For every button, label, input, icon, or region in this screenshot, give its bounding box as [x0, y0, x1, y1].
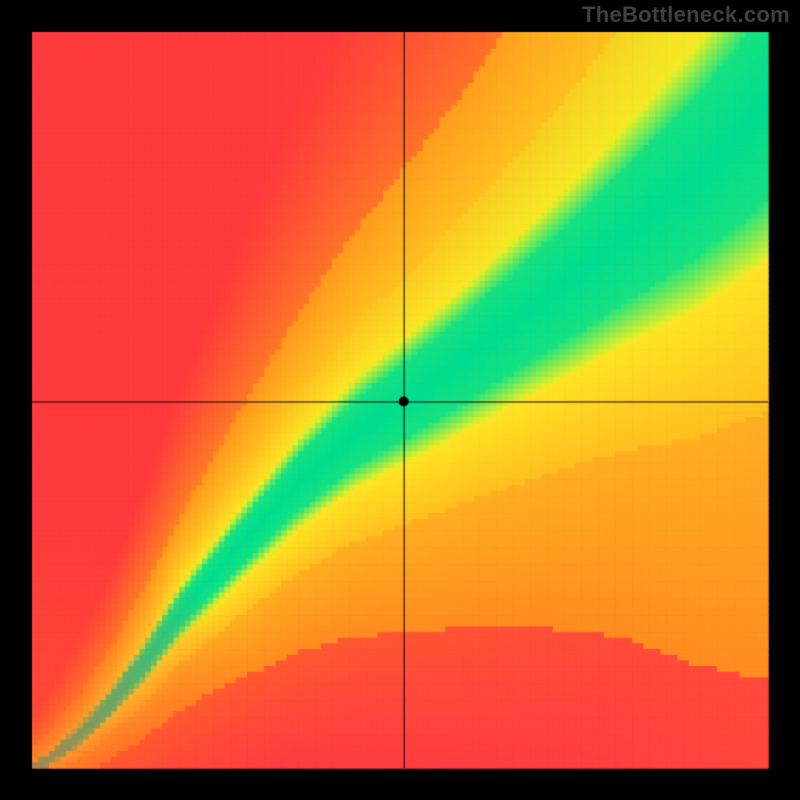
chart-container: TheBottleneck.com: [0, 0, 800, 800]
heatmap-canvas: [0, 0, 800, 800]
watermark-text: TheBottleneck.com: [582, 2, 790, 28]
